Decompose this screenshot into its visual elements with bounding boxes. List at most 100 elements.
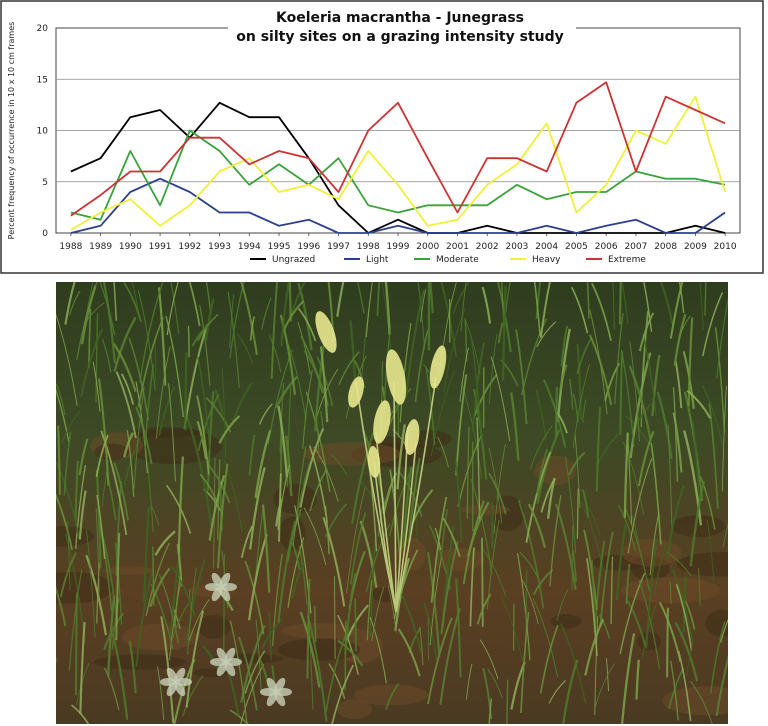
grass-blade bbox=[560, 325, 569, 367]
grass-blade bbox=[618, 282, 622, 325]
grass-blade bbox=[56, 585, 67, 627]
grass-blade bbox=[643, 282, 653, 332]
grass-blade bbox=[376, 282, 381, 317]
plant-stem bbox=[373, 461, 397, 613]
soil-patch bbox=[621, 538, 682, 567]
grass-blade bbox=[248, 533, 268, 621]
series-line-light bbox=[70, 177, 726, 234]
pale-leaf bbox=[224, 647, 236, 663]
grass-blade bbox=[221, 368, 227, 458]
grass-blade bbox=[325, 634, 347, 712]
grass-blade bbox=[610, 556, 614, 625]
grass-blade bbox=[430, 369, 456, 457]
grass-blade bbox=[384, 282, 391, 335]
grass-blade bbox=[396, 424, 406, 490]
x-tick-label: 2010 bbox=[714, 242, 737, 252]
grass-blade bbox=[585, 503, 602, 537]
grass-blade bbox=[217, 463, 229, 569]
grass-blade bbox=[86, 530, 96, 639]
pale-leaf bbox=[166, 667, 178, 683]
grass-blade bbox=[334, 576, 336, 660]
grass-blade bbox=[92, 361, 101, 412]
grass-blade bbox=[258, 403, 273, 425]
grass-blade bbox=[510, 392, 520, 461]
x-tick-label: 2005 bbox=[565, 242, 588, 252]
soil-patch bbox=[670, 515, 726, 538]
grass-blade bbox=[111, 632, 129, 720]
pale-leaf bbox=[174, 681, 186, 697]
grass-blade bbox=[519, 551, 539, 578]
grass-blade bbox=[171, 566, 196, 618]
grass-blade bbox=[426, 552, 441, 657]
y-axis-label: Percent frequency of occurrence in 10 x … bbox=[7, 22, 16, 240]
grass-blade bbox=[506, 679, 509, 724]
grass-blade bbox=[295, 446, 307, 526]
grass-blade bbox=[641, 333, 657, 416]
grass-blade bbox=[548, 679, 567, 704]
grass-blade bbox=[590, 282, 612, 341]
grass-blade bbox=[196, 395, 210, 475]
grass-photo bbox=[56, 282, 728, 724]
grass-blade bbox=[191, 322, 211, 347]
pale-leaf bbox=[219, 586, 231, 602]
soil-patch bbox=[280, 623, 360, 639]
grass-blade bbox=[271, 553, 283, 646]
grass-blade bbox=[488, 447, 503, 524]
plant-stem bbox=[395, 376, 437, 613]
grass-blade bbox=[619, 572, 646, 654]
grass-blade bbox=[630, 510, 641, 553]
pale-leaf bbox=[211, 572, 223, 588]
grass-blade bbox=[145, 542, 170, 617]
grass-blade bbox=[715, 654, 728, 717]
grass-blade bbox=[628, 365, 652, 439]
grass-blade bbox=[141, 424, 154, 532]
x-tick-label: 2000 bbox=[416, 242, 439, 252]
grass-blade bbox=[674, 621, 699, 682]
grass-blade bbox=[128, 338, 150, 421]
grass-blade bbox=[683, 430, 703, 526]
grass-blade bbox=[115, 532, 121, 641]
plant-stem bbox=[395, 426, 409, 613]
grass-blade bbox=[144, 364, 155, 450]
grass-blade bbox=[666, 484, 685, 559]
grass-blade bbox=[113, 462, 129, 521]
x-tick-label: 1989 bbox=[89, 242, 112, 252]
grass-blade bbox=[635, 659, 640, 700]
legend-label-light: Light bbox=[366, 255, 389, 265]
grass-blade bbox=[369, 616, 387, 684]
y-tick-label: 10 bbox=[37, 127, 49, 137]
grass-blade bbox=[186, 416, 213, 527]
grass-blade bbox=[594, 616, 599, 716]
grass-blade bbox=[659, 282, 674, 325]
grass-blade bbox=[455, 578, 462, 678]
soil-patch bbox=[56, 526, 95, 547]
grass-blade bbox=[682, 576, 687, 633]
grass-blade bbox=[299, 611, 321, 688]
grass-blade bbox=[536, 321, 557, 348]
pale-leaf bbox=[211, 586, 223, 602]
grass-blade bbox=[666, 607, 669, 678]
grass-blade bbox=[185, 610, 205, 708]
grass-blade bbox=[79, 622, 86, 715]
pale-leaf bbox=[224, 661, 236, 677]
grass-blade bbox=[316, 368, 339, 418]
grass-blade bbox=[684, 600, 696, 630]
grass-blade bbox=[99, 282, 116, 336]
grass-blade bbox=[97, 378, 110, 486]
grass-blade bbox=[57, 425, 61, 495]
grass-blade bbox=[206, 391, 215, 491]
grass-blade bbox=[279, 314, 296, 395]
grass-blade bbox=[270, 282, 279, 379]
grass-blade bbox=[170, 282, 180, 334]
grass-blade bbox=[656, 391, 673, 460]
grass-blade bbox=[430, 496, 448, 603]
grass-blade bbox=[229, 282, 245, 359]
legend-label-extreme: Extreme bbox=[608, 255, 646, 265]
grass-blade bbox=[437, 436, 450, 468]
grass-blade bbox=[56, 388, 70, 443]
grass-blade bbox=[331, 454, 348, 476]
grass-blade bbox=[722, 522, 728, 548]
y-tick-label: 15 bbox=[37, 75, 48, 85]
grass-blade bbox=[532, 597, 559, 678]
grass-blade bbox=[515, 329, 528, 425]
